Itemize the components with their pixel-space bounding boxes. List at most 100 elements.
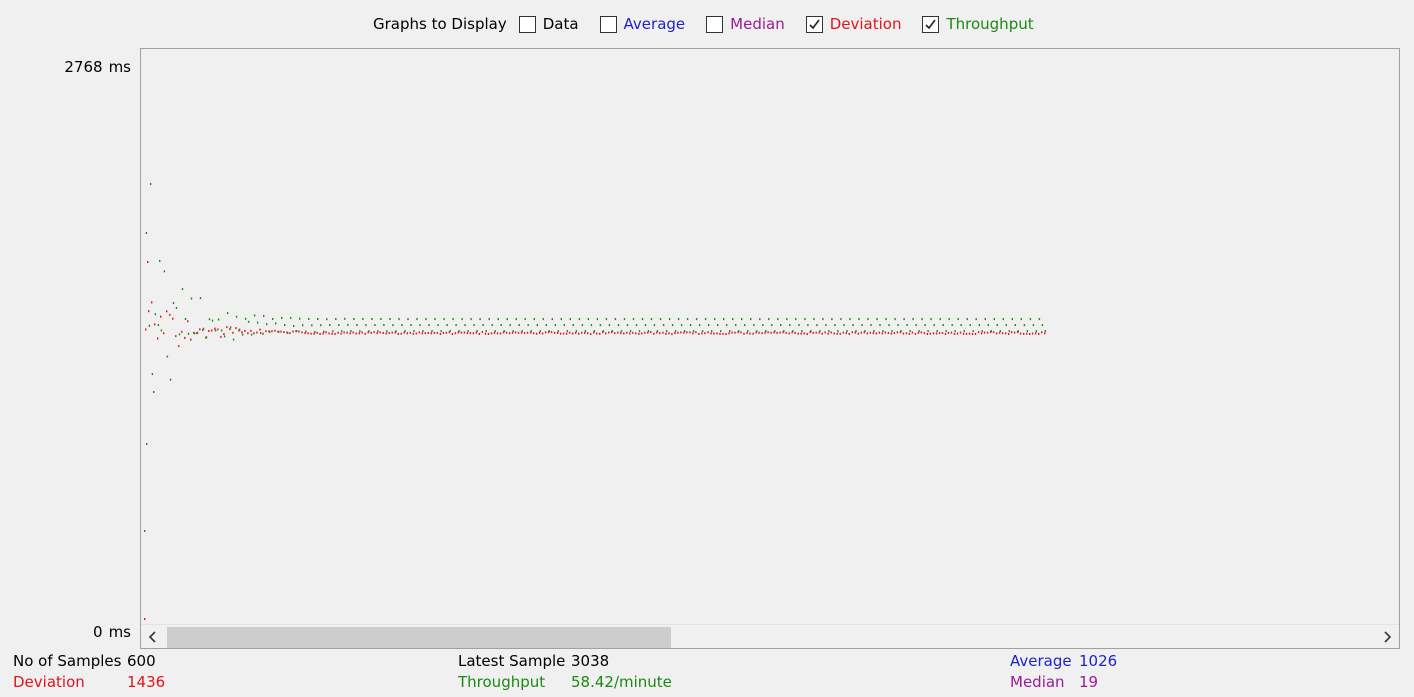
deviation-point: [974, 333, 977, 335]
throughput-point: [795, 318, 797, 321]
throughput-point: [1041, 324, 1044, 327]
deviation-point: [758, 331, 760, 334]
throughput-point: [888, 324, 890, 327]
throughput-point: [247, 320, 250, 323]
deviation-point: [995, 332, 998, 335]
throughput-point: [536, 324, 538, 327]
deviation-point: [358, 332, 360, 335]
deviation-point: [923, 332, 926, 335]
deviation-point: [385, 332, 387, 335]
throughput-point: [843, 324, 845, 327]
scroll-thumb[interactable]: [167, 627, 671, 648]
deviation-checkbox[interactable]: [805, 15, 823, 33]
deviation-point: [403, 331, 405, 334]
data-checkbox[interactable]: [518, 15, 536, 33]
median-value: 19: [1079, 673, 1099, 691]
deviation-point: [953, 332, 956, 335]
deviation-point: [265, 330, 267, 333]
throughput-point: [822, 318, 824, 321]
throughput-point: [452, 318, 454, 321]
deviation-point: [292, 330, 294, 333]
deviation-point: [448, 331, 451, 334]
deviation-point: [740, 331, 742, 334]
deviation-point: [262, 332, 264, 335]
deviation-point: [818, 331, 820, 334]
deviation-point: [842, 331, 844, 334]
throughput-point: [488, 318, 490, 321]
median-checkbox[interactable]: [706, 15, 724, 33]
throughput-point: [509, 324, 511, 327]
throughput-point: [732, 318, 734, 321]
throughput-point: [903, 318, 905, 321]
deviation-checkbox-item[interactable]: Deviation: [805, 15, 901, 33]
deviation-point: [283, 331, 285, 334]
scroll-left-button[interactable]: [141, 625, 165, 648]
throughput-point: [605, 318, 608, 321]
deviation-point: [145, 328, 147, 331]
deviation-point: [409, 331, 411, 334]
throughput-point: [804, 318, 806, 321]
throughput-point: [593, 330, 596, 333]
average-checkbox-item[interactable]: Average: [599, 15, 686, 33]
deviation-point: [845, 332, 847, 335]
throughput-checkbox-item[interactable]: Throughput: [922, 15, 1034, 33]
throughput-point: [524, 318, 526, 321]
throughput-point: [735, 324, 737, 327]
throughput-point: [386, 330, 388, 333]
scroll-right-button[interactable]: [1375, 625, 1399, 648]
throughput-point: [1026, 330, 1029, 333]
deviation-point: [650, 331, 652, 334]
checkmark-icon: [925, 19, 937, 29]
deviation-point: [938, 332, 941, 335]
deviation-point: [325, 331, 327, 334]
deviation-point: [890, 332, 893, 335]
average-checkbox[interactable]: [599, 15, 617, 33]
deviation-point: [478, 333, 481, 335]
deviation-point: [253, 332, 255, 335]
throughput-point: [978, 324, 980, 327]
deviation-point: [965, 332, 968, 335]
deviation-point: [202, 329, 204, 331]
deviation-point: [508, 332, 511, 335]
deviation-point: [466, 332, 469, 335]
throughput-point: [927, 330, 929, 333]
deviation-point: [346, 331, 348, 334]
throughput-point: [458, 330, 460, 333]
deviation-point: [487, 332, 490, 335]
throughput-point: [792, 330, 794, 333]
throughput-point: [671, 324, 674, 327]
y-axis-max-unit: ms: [108, 58, 131, 76]
throughput-point: [924, 324, 926, 327]
throughput-point: [807, 324, 809, 327]
median-checkbox-item[interactable]: Median: [706, 15, 785, 33]
average-checkbox-label: Average: [623, 15, 686, 33]
throughput-point: [1029, 318, 1032, 321]
horizontal-scrollbar[interactable]: [141, 624, 1399, 648]
throughput-label: Throughput: [458, 673, 546, 691]
throughput-point: [873, 330, 875, 333]
throughput-checkbox[interactable]: [922, 15, 940, 33]
throughput-point: [506, 318, 508, 321]
deviation-point: [935, 332, 938, 335]
deviation-point: [442, 332, 445, 334]
deviation-point: [881, 332, 883, 335]
deviation-point: [424, 332, 426, 335]
average-value: 1026: [1079, 652, 1118, 670]
deviation-point: [866, 332, 868, 335]
deviation-point: [719, 332, 721, 335]
deviation-point: [593, 331, 595, 334]
deviation-point: [998, 331, 1001, 334]
throughput-point: [969, 324, 971, 327]
throughput-point: [819, 330, 821, 333]
deviation-point: [578, 332, 580, 335]
data-checkbox-item[interactable]: Data: [518, 15, 579, 33]
deviation-point: [157, 337, 159, 340]
deviation-point: [764, 331, 766, 334]
deviation-point: [184, 336, 186, 339]
throughput-point: [440, 330, 442, 333]
throughput-point: [208, 318, 211, 321]
deviation-point: [454, 332, 457, 335]
throughput-point: [293, 324, 295, 327]
throughput-point: [750, 318, 752, 321]
throughput-point: [572, 324, 574, 327]
